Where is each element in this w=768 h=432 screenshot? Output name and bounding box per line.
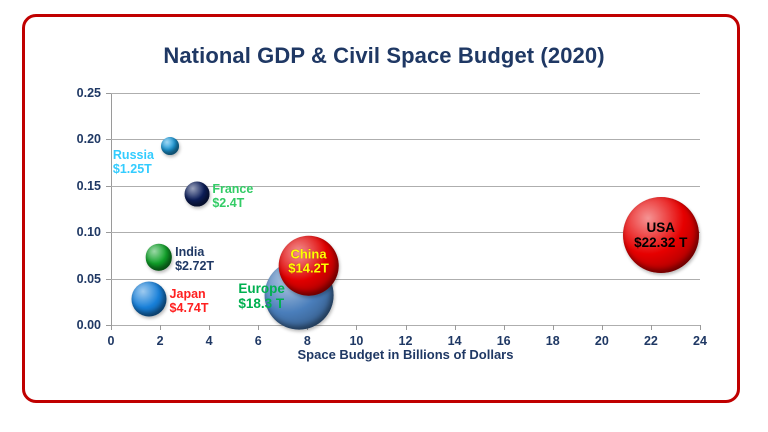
gridline xyxy=(111,185,700,187)
bubble-gdp-value: $4.74T xyxy=(169,301,209,316)
bubble-gdp-value: $2.4T xyxy=(212,196,245,211)
x-tick-label: 12 xyxy=(398,334,413,348)
x-tick-label: 24 xyxy=(693,334,707,348)
x-tick-label: 4 xyxy=(205,334,213,348)
bubble-russia[interactable] xyxy=(160,136,179,155)
bubble-name: Japan xyxy=(169,287,206,302)
x-tick-label: 2 xyxy=(156,334,164,348)
chart-frame: National GDP & Civil Space Budget (2020)… xyxy=(22,14,740,403)
bubble-name: India xyxy=(175,245,205,260)
x-tick-mark xyxy=(650,325,652,330)
gridline xyxy=(111,232,700,234)
gridline xyxy=(111,139,700,141)
x-tick-mark xyxy=(503,325,505,330)
bubble-china[interactable] xyxy=(278,235,339,296)
y-tick-label: 0.05 xyxy=(76,271,101,286)
bubble-label-russia: Russia $1.25T xyxy=(113,148,154,176)
x-tick-label: 16 xyxy=(496,334,511,348)
y-tick-mark xyxy=(106,93,111,94)
x-tick-mark xyxy=(111,325,112,330)
x-tick-label: 18 xyxy=(545,334,560,348)
x-tick-label: 22 xyxy=(643,334,658,348)
x-tick-mark xyxy=(454,325,456,330)
y-tick-label: 0.10 xyxy=(76,225,101,240)
plot-area: 0.00 0.05 0.10 0.15 0.20 0.25 0 2 4 6 8 10 12 14 16 18… xyxy=(77,86,707,348)
bubble-japan[interactable] xyxy=(131,281,167,317)
bubble-gdp-value: $2.72T xyxy=(175,259,215,274)
x-tick-mark xyxy=(209,325,211,330)
x-tick-mark xyxy=(258,325,260,330)
gridline xyxy=(111,278,700,280)
bubble-name: France xyxy=(212,182,254,197)
y-tick-mark xyxy=(106,185,111,187)
x-tick-mark xyxy=(356,325,358,330)
gridline xyxy=(111,93,700,94)
plot-wrapper: Space Budget as a % of GDP Space Budget … xyxy=(25,17,743,406)
x-tick-label: 20 xyxy=(594,334,609,348)
x-tick-mark xyxy=(160,325,162,330)
y-tick-label: 0.20 xyxy=(76,132,101,147)
y-tick-label: 0.00 xyxy=(76,318,101,332)
y-tick-mark xyxy=(106,325,111,326)
bubble-name: Russia xyxy=(112,147,154,162)
x-tick-mark xyxy=(601,325,603,330)
x-tick-mark xyxy=(700,325,701,330)
x-tick-label: 8 xyxy=(303,334,311,348)
x-tick-label: 0 xyxy=(107,334,115,348)
y-tick-mark xyxy=(106,232,111,234)
x-tick-label: 6 xyxy=(254,334,262,348)
x-tick-label: 10 xyxy=(349,334,364,348)
bubble-usa[interactable] xyxy=(622,196,699,273)
y-axis-line xyxy=(111,93,112,325)
y-tick-label: 0.25 xyxy=(76,86,101,100)
y-tick-label: 0.15 xyxy=(76,178,101,193)
y-tick-mark xyxy=(106,139,111,141)
chart-title: National GDP & Civil Space Budget (2020) xyxy=(163,43,605,68)
bubble-india[interactable] xyxy=(145,243,173,271)
bubble-label-india: India $2.72T xyxy=(175,245,214,273)
y-tick-mark xyxy=(106,278,111,280)
bubble-france[interactable] xyxy=(184,181,210,207)
x-axis-label: Space Budget in Billions of Dollars xyxy=(297,347,514,362)
x-tick-mark xyxy=(405,325,407,330)
x-tick-label: 14 xyxy=(447,334,462,348)
bubble-gdp-value: $1.25T xyxy=(112,161,152,176)
bubble-label-japan: Japan $4.74T xyxy=(170,287,209,315)
x-tick-mark xyxy=(552,325,554,330)
